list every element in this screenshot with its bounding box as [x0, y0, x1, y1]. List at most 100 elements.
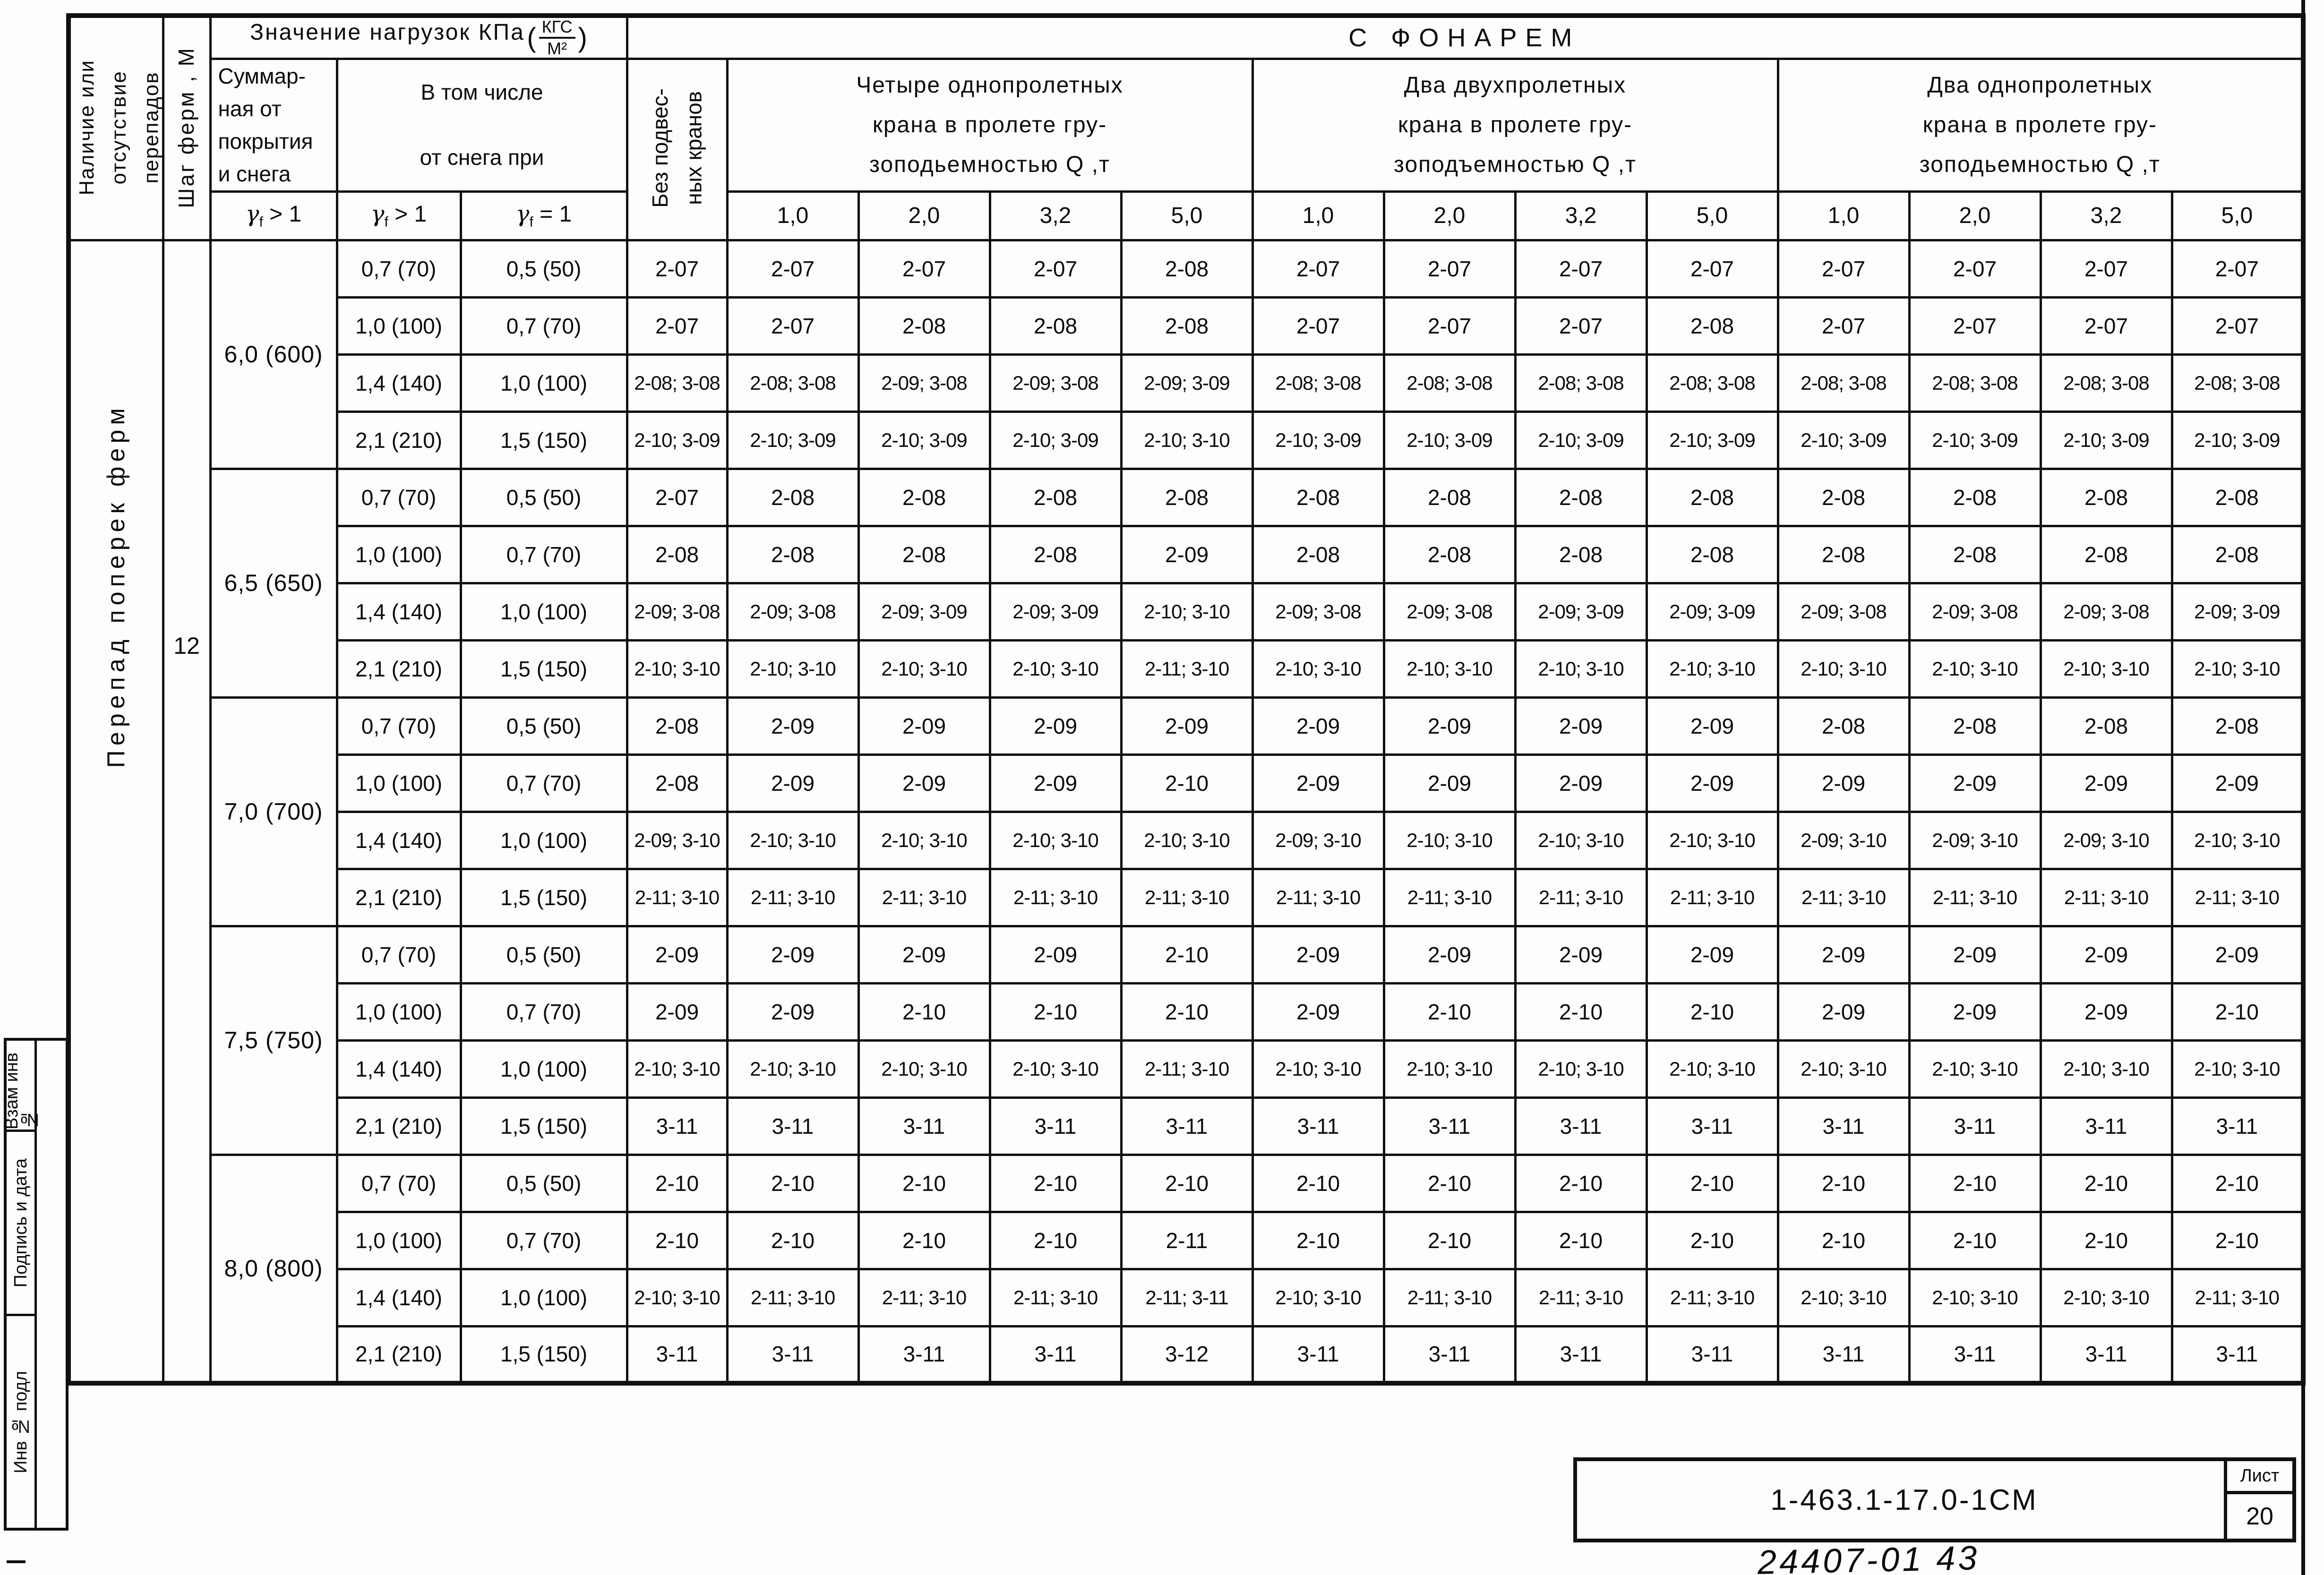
- data-cell: 2-08: [1251, 524, 1385, 584]
- perepad-label: Перепад поперек ферм: [102, 403, 130, 768]
- data-cell: 2-09; 3-10: [2039, 810, 2173, 870]
- data-cell: 2-10; 3-10: [1251, 1267, 1385, 1327]
- table-row: 1,0 (100) 0,7 (70) 2-07 2-07 2-08 2-08 2-08 2-0…: [69, 296, 2305, 356]
- data-cell: 2-10: [2039, 1153, 2173, 1213]
- data-cell: 2-10; 3-10: [857, 1039, 991, 1099]
- snow-load-value: 0,7 (70): [459, 982, 628, 1042]
- data-cell: 2-11; 3-10: [1382, 1267, 1517, 1327]
- data-cell: 2-08: [1908, 696, 2042, 756]
- sheet-frame-right-line: [2301, 0, 2305, 1575]
- data-cell: 2-10: [2170, 1210, 2305, 1270]
- data-cell: 2-09: [2039, 982, 2173, 1042]
- data-cell: 2-09: [1514, 696, 1648, 756]
- data-cell: 2-08: [1120, 296, 1254, 356]
- data-cell: 2-09: [1908, 753, 2042, 813]
- data-cell: 2-08: [2039, 467, 2173, 527]
- data-cell: 2-10: [1645, 982, 1779, 1042]
- data-cell: 2-09; 3-09: [1645, 582, 1779, 642]
- data-cell: 2-11; 3-10: [857, 1267, 991, 1327]
- capacity-header: 5,0: [1645, 190, 1779, 241]
- snow-load-value: 0,7 (70): [335, 924, 462, 984]
- table-row: 1,4 (140) 1,0 (100) 2-09; 3-08 2-09; 3-08 2-…: [69, 582, 2305, 642]
- data-cell: 2-07: [1908, 239, 2042, 299]
- data-cell: 2-09: [1908, 924, 2042, 984]
- data-cell: 2-10; 3-10: [988, 639, 1123, 699]
- table-row: 1,4 (140) 1,0 (100) 2-09; 3-10 2-10; 3-10 2-…: [69, 810, 2305, 870]
- data-cell: 2-07: [626, 467, 729, 527]
- data-cell: 2-08: [1120, 467, 1254, 527]
- table-row: 1,0 (100) 0,7 (70) 2-09 2-09 2-10 2-10 2-10 2-0…: [69, 982, 2305, 1042]
- data-cell: 2-10; 3-09: [1645, 410, 1779, 470]
- data-cell: 2-09; 3-10: [626, 810, 729, 870]
- data-cell: 2-08; 3-08: [2039, 353, 2173, 413]
- snow-load-value: 1,0 (100): [459, 1267, 628, 1327]
- gamma-subscript: f: [384, 214, 388, 230]
- gamma-snow1-cell: γf > 1: [335, 190, 462, 241]
- data-cell: 3-11: [626, 1096, 729, 1156]
- data-cell: 3-11: [1514, 1325, 1648, 1385]
- snow-load-value: 1,5 (150): [459, 639, 628, 699]
- data-cell: 3-12: [1120, 1325, 1254, 1385]
- load-table: Наличие или отсутствие перепадов Шаг фер…: [66, 13, 2306, 1386]
- data-cell: 2-09: [726, 982, 860, 1042]
- data-cell: 3-11: [1776, 1096, 1911, 1156]
- data-cell: 2-11; 3-10: [1776, 867, 1911, 927]
- data-cell: 2-10: [1645, 1210, 1779, 1270]
- data-cell: 2-10: [2170, 982, 2305, 1042]
- capacity-header: 2,0: [1908, 190, 2042, 241]
- data-cell: 2-10; 3-10: [2039, 1039, 2173, 1099]
- data-cell: 2-10; 3-09: [1908, 410, 2042, 470]
- capacity-header: 1,0: [1251, 190, 1385, 241]
- gamma-symbol: γ: [245, 201, 259, 228]
- data-cell: 2-09: [1120, 524, 1254, 584]
- data-cell: 2-09: [726, 924, 860, 984]
- data-cell: 2-11; 3-11: [1120, 1267, 1254, 1327]
- data-cell: 2-10; 3-09: [1382, 410, 1517, 470]
- table-body: Перепад поперек ферм 12 6,0 (600) 0,7 (70) 0…: [67, 239, 2305, 1385]
- snow-load-value: 1,4 (140): [335, 810, 462, 870]
- snow-load-value: 1,0 (100): [335, 524, 462, 584]
- data-cell: 2-08; 3-08: [1382, 353, 1517, 413]
- stamp-label: Инв № подл: [10, 1370, 31, 1473]
- gamma-subscript: f: [259, 214, 263, 230]
- no-cranes-header-cell: Без подвес- ных кранов: [626, 57, 729, 241]
- total-load-value: 8,0 (800): [209, 1153, 338, 1385]
- kgf-fraction: КГС М²: [539, 18, 575, 56]
- data-cell: 2-07: [726, 239, 860, 299]
- data-cell: 2-11; 3-10: [2170, 867, 2305, 927]
- data-cell: 2-08: [1776, 524, 1911, 584]
- table-row: 2,1 (210) 1,5 (150) 2-11; 3-10 2-11; 3-10 2-…: [69, 867, 2305, 927]
- table-row: 1,4 (140) 1,0 (100) 2-10; 3-10 2-11; 3-10 2-…: [69, 1267, 2305, 1327]
- data-cell: 2-08: [2170, 524, 2305, 584]
- snow-load-value: 1,0 (100): [459, 353, 628, 413]
- data-cell: 2-09: [1645, 924, 1779, 984]
- data-cell: 2-10; 3-09: [726, 410, 860, 470]
- stamp-cell-podpis: Подпись и дата: [7, 1132, 37, 1316]
- snow-load-value: 0,5 (50): [459, 696, 628, 756]
- data-cell: 2-10: [1776, 1153, 1911, 1213]
- snow-load-value: 1,5 (150): [459, 867, 628, 927]
- gamma-symbol: γ: [370, 201, 385, 228]
- table-row: 8,0 (800) 0,7 (70) 0,5 (50) 2-10 2-10 2-10 2-1…: [69, 1153, 2305, 1385]
- capacity-header: 1,0: [726, 190, 860, 241]
- data-cell: 2-11: [1120, 1210, 1254, 1270]
- data-cell: 2-07: [1908, 296, 2042, 356]
- presence-header-cell: Наличие или отсутствие перепадов: [67, 14, 164, 241]
- data-cell: 2-10; 3-10: [626, 1039, 729, 1099]
- data-cell: 2-10: [1120, 753, 1254, 813]
- data-cell: 2-11; 3-10: [1120, 1039, 1254, 1099]
- data-cell: 2-09; 3-08: [1382, 582, 1517, 642]
- data-cell: 2-10: [988, 1153, 1123, 1213]
- snow-load-value: 1,5 (150): [459, 410, 628, 470]
- data-cell: 2-07: [2039, 296, 2173, 356]
- data-cell: 2-09: [1382, 753, 1517, 813]
- capacity-header: 1,0: [1776, 190, 1911, 241]
- doc-number: 1-463.1-17.0-1СМ: [1770, 1483, 2038, 1516]
- data-cell: 2-09: [1645, 696, 1779, 756]
- data-cell: 2-10; 3-09: [1776, 410, 1911, 470]
- data-cell: 2-08; 3-08: [1645, 353, 1779, 413]
- snow-load-value: 0,5 (50): [459, 239, 628, 299]
- snow-load-value: 1,0 (100): [459, 1039, 628, 1099]
- frac-close-paren: ): [578, 22, 587, 53]
- spacing-value-cell: 12: [162, 239, 212, 1385]
